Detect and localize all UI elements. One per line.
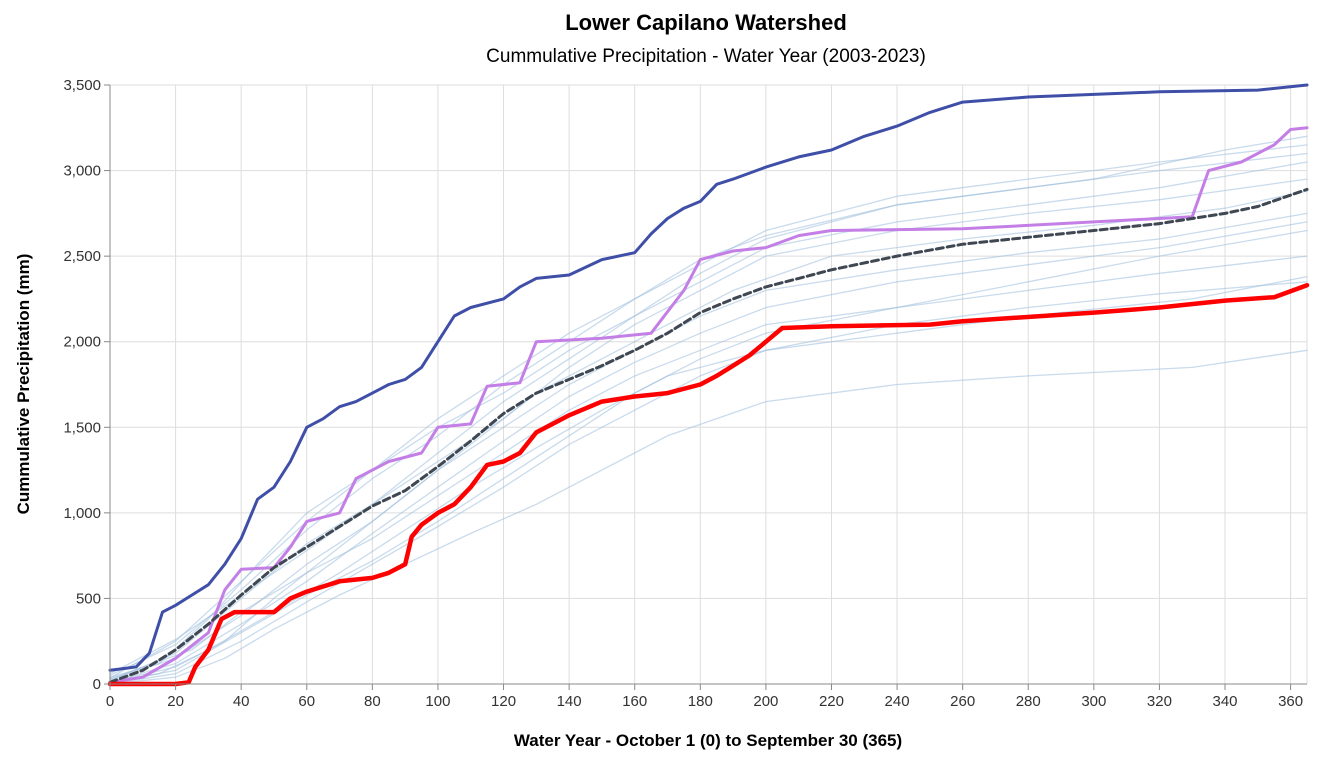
y-tick-label: 3,000 (63, 163, 101, 180)
highlight-year-line (108, 126, 1309, 684)
background-year-line (109, 221, 1308, 683)
mean-line (108, 187, 1309, 684)
y-tick-label: 3,500 (63, 77, 101, 94)
x-tick-label: 360 (1278, 693, 1303, 710)
y-tick-label: 2,500 (63, 248, 101, 265)
y-tick-label: 1,500 (63, 419, 101, 436)
background-year-line (109, 212, 1308, 681)
background-year-line (109, 229, 1308, 684)
x-tick-label: 80 (364, 693, 381, 710)
x-tick-label: 40 (233, 693, 250, 710)
x-tick-label: 220 (819, 693, 844, 710)
background-year-line (109, 135, 1308, 678)
axes: 0 20 40 60 80 100 120 140 160 180 200 220 240 260 280 3… (63, 77, 1307, 710)
y-tick-label: 1,000 (63, 505, 101, 522)
background-year-line (109, 190, 1308, 683)
x-tick-label: 320 (1147, 693, 1172, 710)
y-axis-title: Cummulative Precipitation (mm) (14, 254, 33, 515)
x-tick-label: 340 (1212, 693, 1237, 710)
background-year-line (109, 152, 1308, 675)
chart-subtitle: Cummulative Precipitation - Water Year (… (486, 46, 926, 67)
background-year-line (109, 349, 1308, 685)
x-axis-title: Water Year - October 1 (0) to September … (514, 731, 902, 750)
x-tick-label: 160 (622, 693, 647, 710)
x-tick-label: 240 (885, 693, 910, 710)
y-tick-label: 0 (93, 676, 101, 693)
background-year-line (109, 281, 1308, 685)
x-tick-label: 260 (950, 693, 975, 710)
chart-title: Lower Capilano Watershed (565, 10, 847, 35)
background-year-line (109, 161, 1308, 679)
x-tick-label: 140 (557, 693, 582, 710)
x-tick-label: 100 (425, 693, 450, 710)
series-lines (107, 83, 1310, 687)
x-tick-label: 180 (688, 693, 713, 710)
wettest-year-line (108, 83, 1309, 672)
x-tick-label: 60 (298, 693, 315, 710)
x-tick-label: 200 (753, 693, 778, 710)
y-tick-label: 500 (76, 590, 101, 607)
background-year-line (109, 144, 1308, 677)
x-tick-label: 280 (1016, 693, 1041, 710)
current-year-line (107, 282, 1310, 687)
x-tick-label: 0 (106, 693, 114, 710)
x-tick-label: 120 (491, 693, 516, 710)
x-tick-label: 20 (167, 693, 184, 710)
y-tick-label: 2,000 (63, 334, 101, 351)
x-tick-label: 300 (1081, 693, 1106, 710)
background-year-line (109, 255, 1308, 680)
